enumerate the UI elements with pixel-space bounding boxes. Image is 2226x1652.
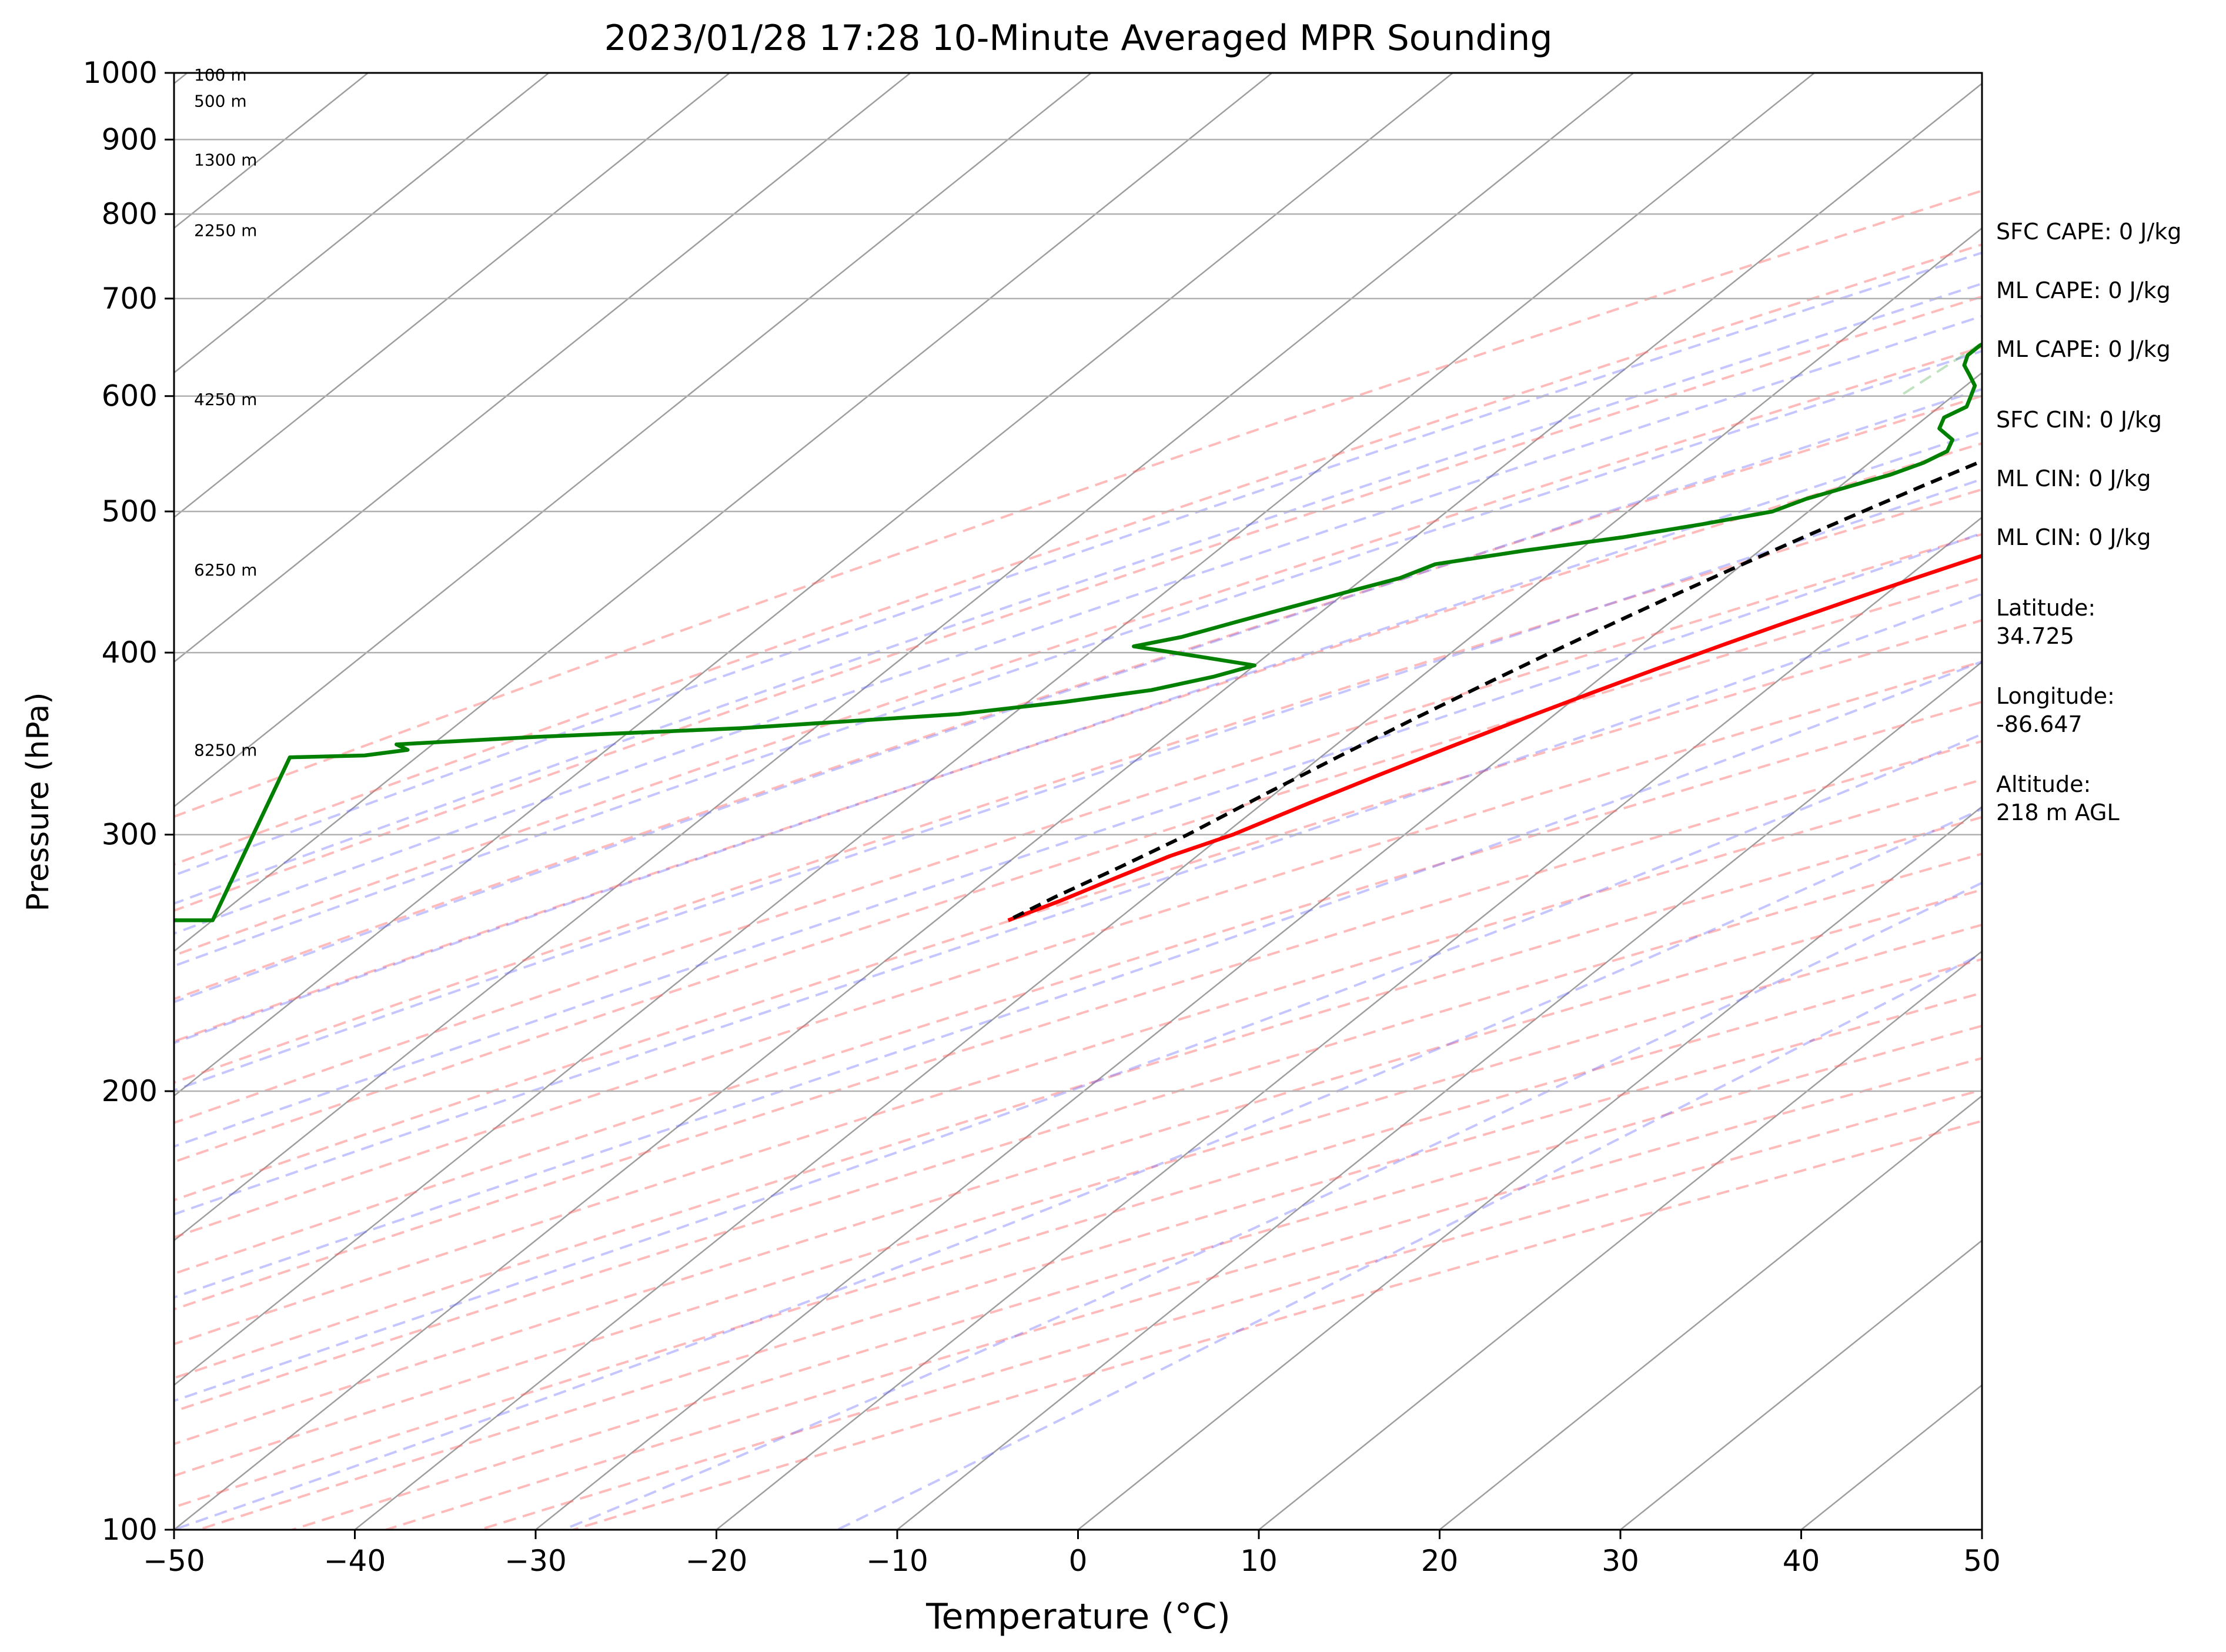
sounding-parameter: SFC CAPE: 0 J/kg [1996,219,2182,245]
dewpoint-profile [174,342,1982,922]
y-tick-label: 1000 [83,56,158,90]
dry-adiabat [174,576,1982,1163]
plot-frame [173,72,1983,1531]
x-tick-label: −50 [143,1544,205,1578]
pressure-grid [174,73,1982,1530]
x-tick-label: 40 [1783,1544,1820,1578]
y-tick-label: 900 [102,122,158,156]
y-tick-label: 400 [102,636,158,670]
chart-title: 2023/01/28 17:28 10-Minute Averaged MPR … [604,18,1553,59]
height-label: 2250 m [194,220,257,240]
parcel-profile [1007,459,1982,922]
dry-adiabat [573,1119,1982,1530]
sounding-parameter: Altitude: 218 m AGL [1996,771,2120,825]
x-axis-label: Temperature (°C) [925,1596,1231,1637]
moist-adiabat [563,881,1982,1530]
x-tick-label: −10 [866,1544,928,1578]
background-lines [174,42,2226,1563]
moist-adiabat [174,593,1982,1216]
isotherm-line [174,73,1274,952]
dry-adiabat [174,778,1982,1346]
isotherm-line [1077,805,1982,1530]
sounding-parameter: ML CIN: 0 J/kg [1996,524,2151,550]
sounding-parameter: ML CAPE: 0 J/kg [1996,277,2171,303]
height-label: 6250 m [194,560,257,580]
sounding-parameter: SFC CIN: 0 J/kg [1996,407,2163,433]
sounding-parameter: ML CIN: 0 J/kg [1996,466,2151,491]
moist-adiabat [174,315,1982,935]
isotherm-line [174,73,1635,1242]
dry-adiabat [174,700,1982,1275]
isotherm-line [174,73,1816,1386]
x-tick-label: −30 [504,1544,567,1578]
isotherm-line [174,73,1092,808]
height-label: 8250 m [194,741,257,760]
isotherm-line [895,661,1982,1530]
x-tick-label: 20 [1421,1544,1459,1578]
moist-adiabat [174,251,1982,877]
dry-adiabat [174,189,1982,818]
isotherm-line [174,73,369,229]
y-tick-label: 800 [102,197,158,231]
x-axis-ticks: −50 −40 −30 −20 −10 0 10 20 30 40 50 [143,1530,2001,1578]
data-series [174,342,1982,922]
height-label: 4250 m [194,390,257,409]
height-label: 100 m [194,65,247,85]
dry-adiabat [174,618,1982,1202]
dry-adiabat [174,660,1982,1239]
isotherm-line [174,73,912,663]
y-tick-label: 600 [102,379,158,413]
dry-adiabat [174,394,1982,1001]
isotherm-line [174,82,1982,1530]
moist-adiabat [174,660,1982,1299]
temperature-profile [1007,553,1982,922]
dry-adiabat [174,815,1982,1380]
height-label: 500 m [194,91,247,111]
y-tick-label: 200 [102,1074,158,1108]
y-tick-label: 700 [102,282,158,316]
x-tick-label: −20 [686,1544,748,1578]
x-tick-label: 30 [1602,1544,1639,1578]
isotherm-line [715,516,1982,1530]
x-tick-label: −40 [324,1544,386,1578]
isotherm-line [1438,1095,1982,1530]
dry-adiabat [174,958,1982,1509]
y-tick-label: 500 [102,494,158,529]
isotherm-line [174,73,731,519]
sounding-parameter: Latitude: 34.725 [1996,595,2096,649]
y-tick-label: 300 [102,818,158,852]
isotherm-line [2123,42,2226,1563]
moist-adiabat [174,282,1982,905]
isotherm-line [353,227,1982,1530]
y-tick-label: 100 [102,1513,158,1547]
isotherm-line [174,73,550,374]
moist-adiabat [174,807,1982,1530]
isotherm-line [534,372,1982,1530]
x-tick-label: 0 [1069,1544,1088,1578]
sounding-parameter: ML CAPE: 0 J/kg [1996,336,2171,362]
moist-adiabat [174,387,1982,1004]
x-tick-label: 10 [1240,1544,1278,1578]
sounding-parameter: Longitude: -86.647 [1996,683,2115,737]
y-axis-ticks: 1000 900 800 700 600 500 400 300 200 100 [83,56,174,1547]
dry-adiabat [174,346,1982,957]
dry-adiabat [174,740,1982,1311]
isotherm-line [1800,1384,1982,1530]
dry-adiabat [174,852,1982,1413]
isotherm-line [1257,950,1982,1530]
height-label: 1300 m [194,150,257,169]
x-tick-label: 50 [1963,1544,2001,1578]
y-axis-label: Pressure (hPa) [21,693,56,912]
height-labels: 100 m 500 m 1300 m 2250 m 4250 m 6250 m 8250 m [194,65,257,760]
dry-adiabat [174,243,1982,866]
moist-adiabat [174,350,1982,968]
isotherm-line [1619,1239,1982,1530]
moist-adiabat [174,430,1982,1045]
isotherm-line [174,73,1454,1097]
